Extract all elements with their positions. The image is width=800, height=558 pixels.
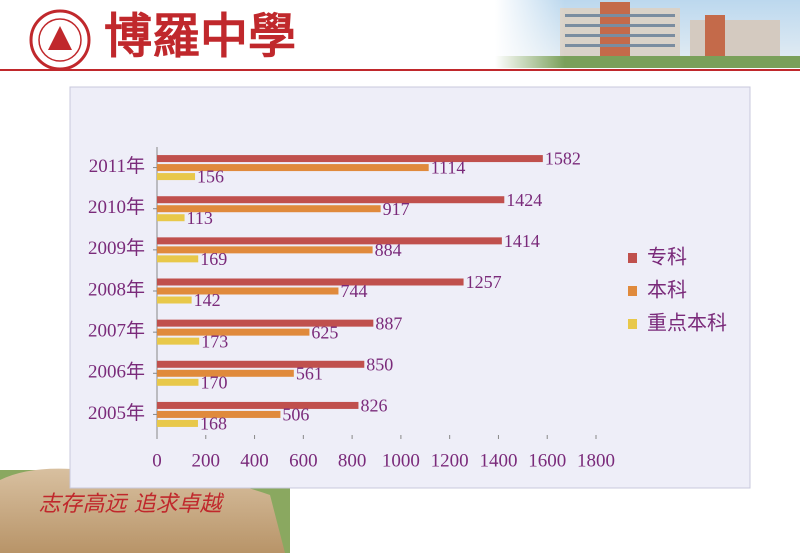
bar: [157, 196, 505, 204]
x-tick-label: 0: [152, 450, 162, 471]
x-tick-label: 400: [240, 450, 269, 471]
chart: 0 200 400 600 800 1000 1200 1400 1600 1800 2005年 82…: [88, 147, 727, 471]
x-tick-label: 800: [338, 450, 367, 471]
x-tick-label: 1200: [431, 450, 469, 471]
value-label: 744: [340, 281, 367, 301]
building-photo: [495, 0, 800, 68]
value-label: 170: [200, 372, 227, 392]
value-label: 113: [187, 208, 213, 228]
bar: [157, 173, 196, 181]
bar: [157, 360, 365, 368]
value-label: 142: [194, 290, 221, 310]
header: 博羅中學: [0, 0, 800, 71]
legend-label: 本科: [647, 278, 687, 302]
x-tick-label: 200: [192, 450, 221, 471]
bar: [157, 205, 381, 213]
bar: [157, 296, 192, 304]
bar: [157, 319, 374, 327]
y-tick-label: 2005年: [88, 402, 145, 424]
value-label: 625: [311, 322, 338, 342]
legend-swatch: [628, 286, 637, 296]
value-label: 506: [282, 405, 309, 425]
bar: [157, 278, 464, 286]
value-label: 1424: [506, 190, 542, 210]
value-label: 561: [296, 363, 323, 383]
bar: [157, 246, 373, 254]
bar: [157, 164, 429, 172]
value-label: 884: [375, 240, 402, 260]
y-tick-label: 2010年: [88, 196, 145, 218]
legend-swatch: [628, 253, 637, 263]
bar: [157, 237, 502, 245]
bar: [157, 337, 200, 345]
y-tick-label: 2008年: [88, 278, 145, 300]
value-label: 826: [360, 396, 387, 416]
value-label: 850: [366, 354, 393, 374]
value-label: 887: [375, 313, 402, 333]
logo-sail: [48, 26, 72, 50]
x-tick-label: 1800: [577, 450, 615, 471]
bar: [157, 328, 310, 336]
value-label: 168: [200, 414, 227, 434]
bar: [157, 255, 199, 263]
legend-label: 专科: [647, 245, 687, 269]
legend-swatch: [628, 319, 637, 329]
bar: [157, 378, 199, 386]
y-tick-label: 2011年: [89, 155, 145, 177]
value-label: 169: [200, 249, 227, 269]
y-tick-label: 2009年: [88, 237, 145, 259]
value-label: 1257: [466, 272, 502, 292]
value-label: 1582: [545, 149, 581, 169]
x-tick-label: 1600: [528, 450, 566, 471]
value-label: 156: [197, 167, 224, 187]
bar: [157, 369, 294, 377]
value-label: 1114: [431, 158, 466, 178]
value-label: 1414: [504, 231, 540, 251]
logo-ring: [38, 18, 82, 62]
y-tick-label: 2006年: [88, 361, 145, 383]
legend-label: 重点本科: [647, 311, 727, 335]
bar: [157, 214, 185, 222]
bar: [157, 287, 339, 295]
value-label: 917: [383, 199, 410, 219]
x-tick-label: 1400: [479, 450, 517, 471]
bar: [157, 419, 198, 427]
x-tick-label: 600: [289, 450, 318, 471]
bar: [157, 155, 543, 163]
bar: [157, 401, 359, 409]
value-label: 173: [201, 331, 228, 351]
bar: [157, 410, 281, 418]
school-title: 博羅中學: [104, 9, 296, 65]
y-tick-label: 2007年: [88, 320, 145, 342]
x-tick-label: 1000: [382, 450, 420, 471]
motto: 志存高远 追求卓越: [39, 492, 225, 517]
